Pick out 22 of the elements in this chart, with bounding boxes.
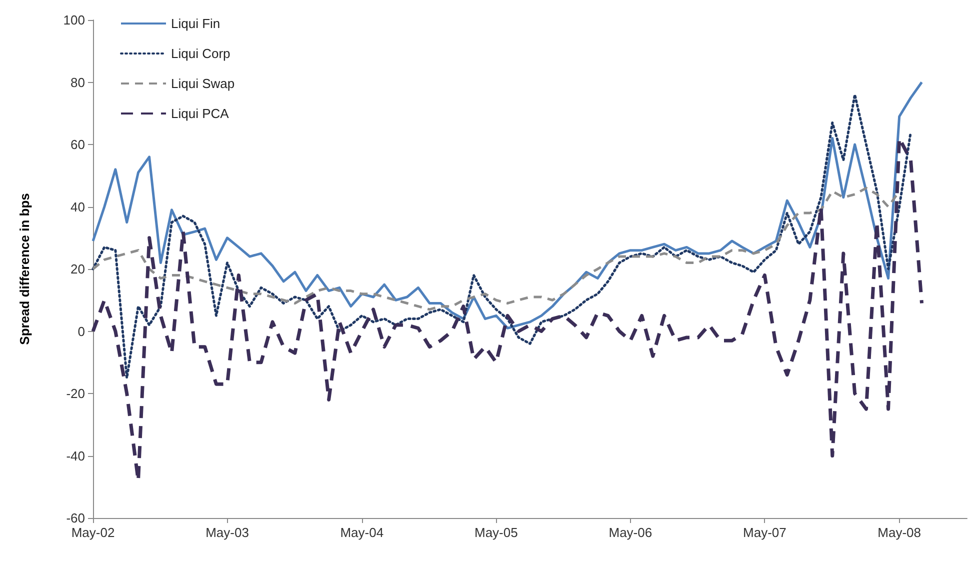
legend-label: Liqui Corp xyxy=(171,46,230,61)
x-tick-label: May-05 xyxy=(474,525,518,540)
x-tick-label: May-07 xyxy=(743,525,786,540)
y-tick-label: 100 xyxy=(63,12,85,28)
x-tick-label: May-04 xyxy=(340,525,384,540)
line-series xyxy=(92,93,912,380)
y-tick-label: -20 xyxy=(66,386,85,401)
y-tick-label: 80 xyxy=(70,74,85,90)
legend-label: Liqui Fin xyxy=(171,16,220,31)
y-tick-label: 40 xyxy=(70,199,85,214)
y-tick-label: 20 xyxy=(70,262,85,276)
y-tick-label: 0 xyxy=(78,324,85,339)
y-axis-title: Spread difference in bps xyxy=(17,193,32,345)
legend-label: Liqui PCA xyxy=(171,106,230,121)
y-tick-label: 60 xyxy=(70,137,85,152)
x-tick-label: May-03 xyxy=(206,525,249,540)
y-tick-label: -40 xyxy=(66,448,85,464)
y-tick-label: -60 xyxy=(66,510,85,526)
x-tick-label: May-02 xyxy=(71,525,115,540)
x-tick-label: May-08 xyxy=(878,525,921,540)
x-tick-label: May-06 xyxy=(608,525,652,540)
legend-label: Liqui Swap xyxy=(171,76,235,91)
